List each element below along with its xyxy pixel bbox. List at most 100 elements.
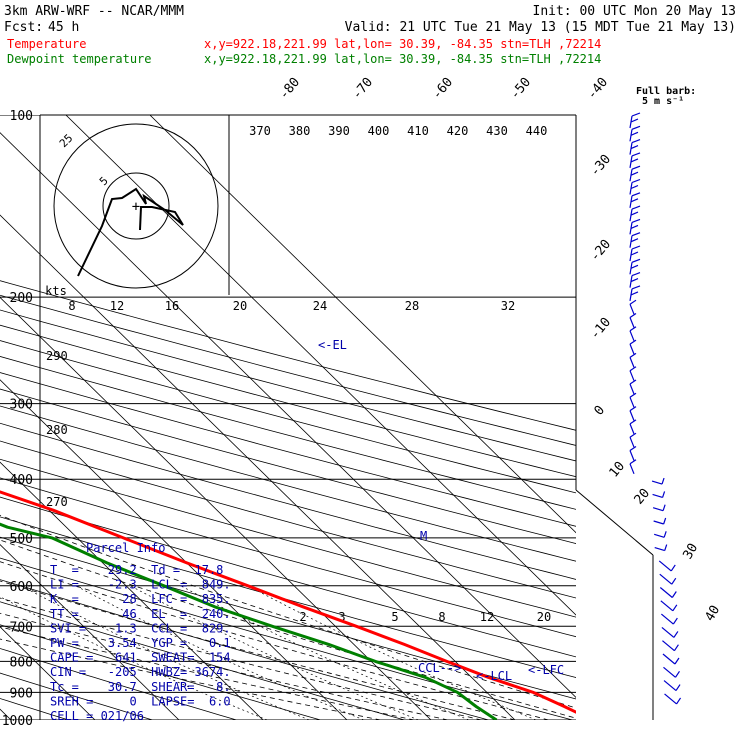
wind-barb <box>629 112 641 129</box>
dry-adiabat-310 <box>0 536 576 700</box>
dry-adiabat-260 <box>0 648 238 720</box>
mixing-ratio-label-5: 5 <box>391 610 398 624</box>
pressure-label-900: 900 <box>10 686 33 701</box>
forecast-label: Fcst: <box>4 20 43 35</box>
wind-barb <box>660 600 678 612</box>
wind-barb <box>629 406 637 421</box>
moist-adiabat-20 <box>0 580 516 720</box>
wind-barb <box>629 232 641 248</box>
hodograph-speed-label-8: 8 <box>68 299 75 313</box>
isotherm-50 <box>149 115 576 534</box>
wind-barb <box>664 693 682 705</box>
wind-barb <box>629 245 641 262</box>
wind-barb <box>653 517 667 525</box>
mixing-ratio-label-2: 2 <box>299 610 306 624</box>
pressure-label-300: 300 <box>10 398 33 413</box>
theta-label-390: 390 <box>328 124 350 138</box>
hodograph-speed-label-32: 32 <box>501 299 515 313</box>
parcel-info-row: T = 29.2 Td = 17.8 <box>50 563 223 577</box>
m-annotation: M <box>420 529 427 543</box>
pressure-label-200: 200 <box>10 291 33 306</box>
parcel-info-row: SVI = 1.3 CCL = 829. <box>50 621 231 635</box>
side-theta-label-280: 280 <box>46 423 68 437</box>
wind-barb <box>629 326 637 342</box>
mixing-ratio-label-3: 3 <box>338 610 345 624</box>
dry-adiabat-360 <box>0 440 576 599</box>
side-theta-label-290: 290 <box>46 349 68 363</box>
parcel-info-row: SREH = 0 LAPSE= 6.0 <box>50 694 231 708</box>
profiles <box>0 490 576 720</box>
isotherm-label-10: 10 <box>607 459 629 481</box>
moist-adiabat-4 <box>0 638 381 720</box>
parcel-info-row: CELL = 021/06 <box>50 709 144 723</box>
dry-adiabat-430 <box>0 324 576 478</box>
parcel-info-panel: Parcel Info T = 29.2 Td = 17.8LI = -2.3 … <box>50 541 231 723</box>
theta-label-410: 410 <box>407 124 429 138</box>
wind-barb <box>629 152 641 168</box>
mixing-ratio-label-20: 20 <box>537 610 551 624</box>
isotherm-label-0: 0 <box>592 403 609 419</box>
wind-barb <box>660 613 678 625</box>
wind-barb <box>629 419 637 435</box>
dewpoint-line <box>0 522 498 720</box>
theta-label-420: 420 <box>447 124 469 138</box>
dry-adiabat-290 <box>0 579 491 720</box>
wind-barb <box>663 680 681 692</box>
hodograph-ring-label-inner: 5 <box>97 174 111 188</box>
parcel-info-row: K = 28 LFC = 835. <box>50 592 231 606</box>
wind-barb <box>629 392 637 408</box>
isotherm-label--60: -60 <box>430 75 457 103</box>
wind-barb <box>629 446 637 461</box>
wind-barb <box>652 504 666 512</box>
dry-adiabat-280 <box>0 601 407 720</box>
parcel-info-row: CIN = -205 HWBZ= 3674. <box>50 665 231 679</box>
isotherm-label--30: -30 <box>588 152 615 180</box>
dry-adiabat-450 <box>0 294 576 446</box>
wind-barb <box>662 640 679 652</box>
theta-label-380: 380 <box>289 124 311 138</box>
moist-adiabat-24 <box>0 561 549 720</box>
hodograph-speed-label-24: 24 <box>313 299 327 313</box>
wind-barb <box>659 573 677 585</box>
lfc-annotation: <-LFC <box>528 663 564 677</box>
hodograph: + <box>53 123 219 289</box>
pressure-label-600: 600 <box>10 580 33 595</box>
wind-barb <box>662 653 680 665</box>
wind-barb <box>629 339 637 355</box>
hodograph-ring-label-outer: 25 <box>57 132 76 151</box>
temperature-line <box>0 490 576 714</box>
parcel-info-row: PW = 3.54 YGP = 0.1 <box>50 636 231 650</box>
barb-key-units: 5 m s⁻¹ <box>642 96 684 107</box>
pressure-label-400: 400 <box>10 473 33 488</box>
hodograph-trace <box>77 187 184 277</box>
pressure-label-500: 500 <box>10 532 33 547</box>
legend-temperature: Temperature <box>7 37 86 51</box>
model-title: 3km ARW-WRF -- NCAR/MMM <box>4 4 184 19</box>
valid-time: Valid: 21 UTC Tue 21 May 13 (15 MDT Tue … <box>345 20 736 35</box>
parcel-info-title: Parcel Info <box>86 541 165 555</box>
wind-barb <box>629 379 637 395</box>
wind-barb <box>654 544 668 552</box>
legend-dewpoint: Dewpoint temperature <box>7 52 152 66</box>
theta-label-430: 430 <box>486 124 508 138</box>
theta-label-370: 370 <box>249 124 271 138</box>
plot-frame <box>39 114 654 720</box>
dewpoint-location: x,y=922.18,221.99 lat,lon= 30.39, -84.35… <box>204 52 601 66</box>
mixing-ratio-20 <box>247 585 537 720</box>
dry-adiabat-410 <box>0 356 576 510</box>
parcel-info-row: TT = 46 EL = 240. <box>50 607 231 621</box>
dry-adiabat-230 <box>0 115 25 733</box>
dry-adiabat-320 <box>0 516 576 679</box>
wind-barb <box>629 205 641 222</box>
dry-adiabat-370 <box>0 422 576 580</box>
wind-barb <box>629 139 641 155</box>
isotherm-label--50: -50 <box>508 75 535 103</box>
el-annotation: <-EL <box>318 338 347 352</box>
isotherm-label--10: -10 <box>588 315 615 343</box>
hodograph-ring-outer <box>53 123 219 289</box>
isotherm-20 <box>0 214 516 720</box>
wind-barb <box>629 432 637 448</box>
barb-key-title: Full barb: <box>636 86 696 97</box>
